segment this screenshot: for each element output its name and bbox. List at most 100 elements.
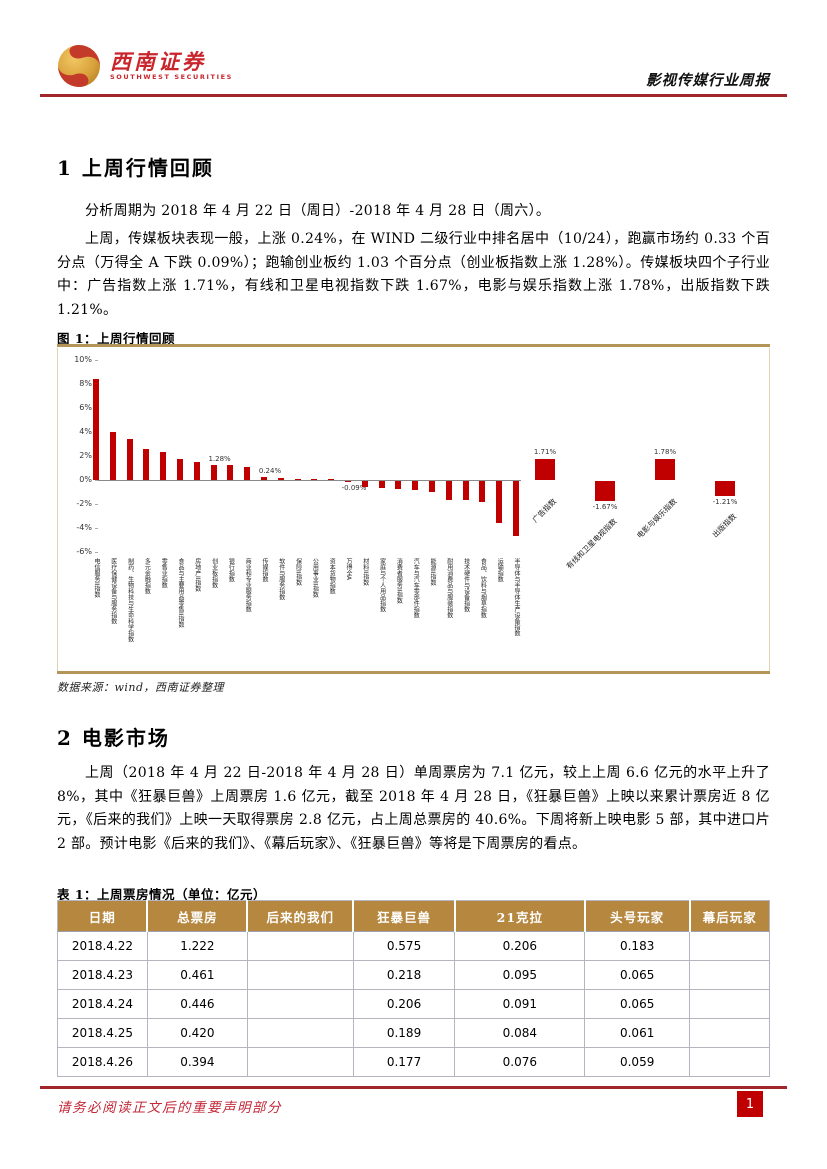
y-axis-tick-label: -6% <box>76 547 92 556</box>
x-axis-category-label: 房地产II指数 <box>193 558 201 592</box>
footer-disclaimer: 请务必阅读正文后的重要声明部分 <box>57 1100 282 1116</box>
table-cell <box>246 1047 354 1077</box>
x-axis-category-label: 半导体与半导体生产设备指数 <box>513 558 520 636</box>
logo-name-cn: 西南证券 <box>110 49 206 74</box>
footer-rule <box>40 1086 787 1089</box>
market-review-chart: 10% 8% 6% 4% 2% 0% -2% -4% -6% 电信服务II指数 医疗保健设备与服务指… <box>57 348 770 672</box>
bar-data-label: 1.71% <box>533 448 557 457</box>
table-header-后来的我们: 后来的我们 <box>246 900 354 932</box>
table-cell: 2018.4.24 <box>57 989 148 1019</box>
section1-heading: 1 上周行情回顾 <box>57 156 214 180</box>
table-cell: 0.183 <box>584 931 691 961</box>
logo-text-block: 西南证券 SOUTHWEST SECURITIES <box>110 49 233 82</box>
table-cell: 0.446 <box>146 989 248 1019</box>
y-axis-tick-label: 8% <box>79 379 92 388</box>
x-axis-category-label: 食品与主要用品零售II指数 <box>177 558 184 628</box>
x-axis-category-label: 创业板指数 <box>210 558 218 588</box>
bar-能源II指数 <box>429 481 435 492</box>
y-axis-tick-mark <box>95 360 98 361</box>
bar-万得全A <box>345 481 351 483</box>
y-axis-tick-label: 2% <box>79 451 92 460</box>
x-axis-category-label: 商业和专业服务指数 <box>244 558 252 612</box>
y-axis-tick-label: -4% <box>76 523 92 532</box>
subindustry-category-label: 有线和卫星电视指数 <box>563 516 619 571</box>
table-cell: 0.065 <box>584 960 691 990</box>
bar-食品与主要用品零售II指数 <box>177 459 183 480</box>
x-axis-category-label: 银行指数 <box>227 558 235 582</box>
subindustry-category-label: 出版指数 <box>710 511 739 539</box>
y-axis-tick-label: 6% <box>79 403 92 412</box>
bar-技术硬件与设备指数 <box>462 481 469 501</box>
company-logo: 西南证券 SOUTHWEST SECURITIES <box>57 44 233 88</box>
x-axis-category-label: 制药、生物科技与生命科学指数 <box>126 558 134 642</box>
bar-银行指数 <box>227 465 234 480</box>
table-cell: 0.061 <box>584 1018 691 1048</box>
bar-商业和专业服务指数 <box>244 466 251 480</box>
page-number-badge: 1 <box>737 1091 763 1117</box>
y-axis-tick-label: -2% <box>76 499 92 508</box>
x-axis-category-label: 万得全A <box>345 558 352 581</box>
bar-耐用消费品与服装指数 <box>445 481 452 500</box>
logo-swirl-icon <box>58 45 100 87</box>
bar-汽车与汽车零部件指数 <box>412 481 419 491</box>
bar-材料II指数 <box>361 481 368 487</box>
table-row: 2018.4.23 0.461 0.218 0.095 0.065 <box>57 960 770 990</box>
y-axis-tick-label: 4% <box>79 427 92 436</box>
x-axis-category-label: 保险II指数 <box>294 558 302 586</box>
bar-data-label: 1.78% <box>653 447 677 456</box>
bar-制药、生物科技与生命科学指数 <box>126 439 133 480</box>
bar-食品、饮料与烟草指数 <box>479 481 486 502</box>
y-axis-tick-mark <box>95 528 98 529</box>
x-axis-category-label: 传媒指数 <box>261 558 268 582</box>
x-axis-category-label: 消费者服务II指数 <box>395 558 403 604</box>
table-header-幕后玩家: 幕后玩家 <box>688 900 770 932</box>
y-axis-tick-label: 10% <box>74 355 92 364</box>
bar-多元金融指数 <box>143 448 150 480</box>
table-row: 2018.4.24 0.446 0.206 0.091 0.065 <box>57 989 770 1019</box>
table-cell: 0.575 <box>352 931 456 961</box>
table-cell: 2018.4.23 <box>57 960 148 990</box>
bar-家庭与个人用品指数 <box>378 481 385 488</box>
figure1-rule-top <box>57 344 770 347</box>
x-axis-category-label: 软件与服务指数 <box>277 558 285 600</box>
section1-para2: 上周，传媒板块表现一般，上涨 0.24%，在 WIND 二级行业中排名居中（10… <box>57 231 770 318</box>
report-title: 影视传媒行业周报 <box>646 72 770 89</box>
table-cell: 0.076 <box>454 1047 586 1077</box>
x-axis-category-label: 材料II指数 <box>361 558 369 586</box>
table-cell: 0.177 <box>352 1047 456 1077</box>
table-header-狂暴巨兽: 狂暴巨兽 <box>352 900 455 932</box>
table-cell <box>689 1047 770 1077</box>
bar-保险II指数 <box>294 478 301 480</box>
y-axis-tick-mark <box>95 552 98 553</box>
table-cell: 0.189 <box>352 1018 456 1048</box>
section1-para1: 分析周期为 2018 年 4 月 22 日（周日）-2018 年 4 月 28 … <box>85 203 551 219</box>
x-axis-category-label: 资本货物指数 <box>328 558 336 594</box>
table-cell: 0.206 <box>454 931 586 961</box>
table-cell: 0.394 <box>146 1047 248 1077</box>
table-cell <box>246 931 354 961</box>
table-header-总票房: 总票房 <box>146 900 248 932</box>
header-rule <box>40 94 787 97</box>
x-axis-category-label: 能源II指数 <box>429 558 436 586</box>
x-axis-category-label: 家庭与个人用品指数 <box>378 558 386 612</box>
bar-data-label: 1.28% <box>208 454 231 463</box>
table-cell <box>689 960 770 990</box>
bar-data-label: 0.24% <box>258 467 282 476</box>
figure1-source: 数据来源：wind，西南证券整理 <box>57 681 225 694</box>
bar-data-label: -1.67% <box>592 503 618 512</box>
table-cell: 0.461 <box>146 960 248 990</box>
chart-plot-area: 10% 8% 6% 4% 2% 0% -2% -4% -6% 电信服务II指数 医疗保健设备与服务指… <box>58 348 769 672</box>
bar-公用事业II指数 <box>311 478 318 480</box>
bar-运输指数 <box>496 481 503 523</box>
x-axis-category-label: 医疗保健设备与服务指数 <box>109 558 117 624</box>
figure1-title: 图 1：上周行情回顾 <box>57 331 176 346</box>
bar-data-label: -0.09% <box>341 484 367 493</box>
bar-消费者服务II指数 <box>395 481 402 489</box>
subindustry-category-label: 电影与娱乐指数 <box>634 496 679 541</box>
bar-电影与娱乐指数 <box>655 458 675 480</box>
table-row: 2018.4.22 1.222 0.575 0.206 0.183 <box>57 931 770 961</box>
bar-资本货物指数 <box>328 479 335 480</box>
table-cell: 0.084 <box>454 1018 586 1048</box>
x-axis-category-label: 食品、饮料与烟草指数 <box>479 558 487 618</box>
